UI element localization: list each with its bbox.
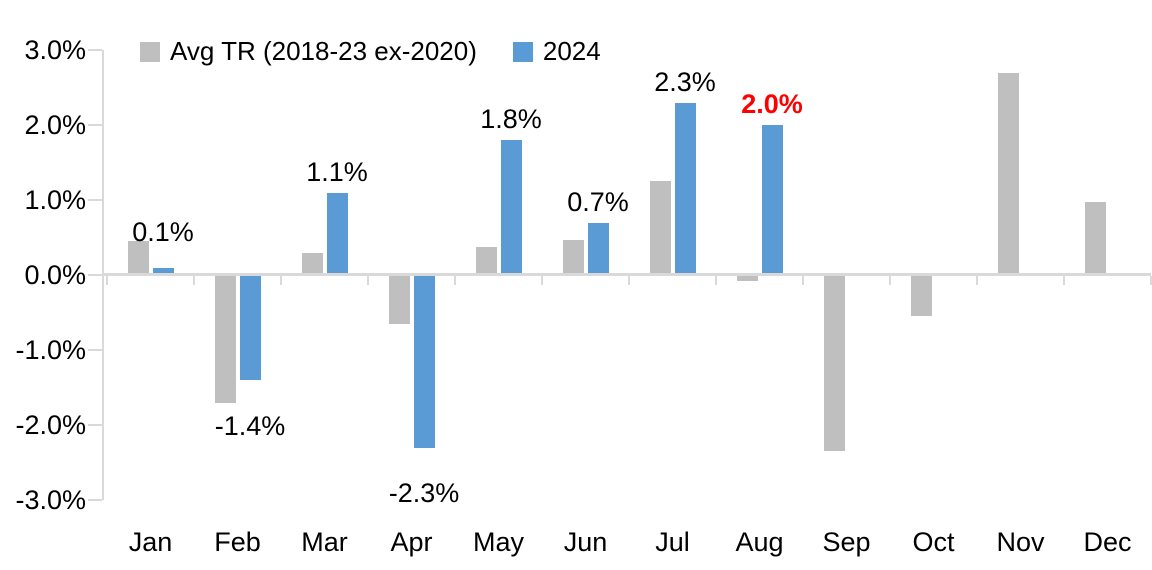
x-axis-zero-line [102,273,1151,276]
bar-avg-apr [388,275,410,324]
bar-avg-feb [214,275,236,403]
legend-item-avg-tr: Avg TR (2018-23 ex-2020) [140,36,477,67]
x-tick-label-mar: Mar [301,527,348,557]
bar-avg-mar [301,252,323,275]
x-axis-tick [802,276,804,285]
x-tick-label-may: May [472,527,524,557]
y-axis-tick [88,499,102,501]
bar-2024-may [500,140,522,275]
x-tick-label-sep: Sep [822,527,871,557]
bar-avg-jul [649,181,671,275]
bar-avg-nov [997,72,1019,275]
legend: Avg TR (2018-23 ex-2020) 2024 [140,36,601,67]
data-label-jul: 2.3% [654,66,716,97]
bar-avg-jun [562,239,584,275]
data-label-aug: 2.0% [741,89,803,119]
x-axis-tick [367,276,369,285]
legend-label-avg-tr: Avg TR (2018-23 ex-2020) [170,36,477,66]
legend-item-2024: 2024 [512,36,601,67]
x-axis-tick [1063,276,1065,285]
bar-avg-jan [127,241,149,275]
x-tick-label-nov: Nov [996,527,1045,557]
x-axis-tick [715,276,717,285]
x-tick-label-feb: Feb [214,527,261,557]
data-label-mar: 1.1% [306,156,368,187]
bar-avg-dec [1084,202,1106,275]
bar-2024-jul [674,102,696,275]
legend-label-2024: 2024 [542,36,601,66]
x-tick-label-jul: Jul [655,527,690,557]
x-tick-label-jun: Jun [563,527,608,557]
data-label-feb: -1.4% [214,410,286,441]
data-label-may: 1.8% [480,104,542,134]
legend-swatch-2024-icon [512,41,533,62]
data-label-jan: 0.1% [132,217,194,248]
data-label-jun: 0.7% [567,186,629,217]
x-tick-label-apr: Apr [390,527,433,557]
bar-avg-may [475,247,497,275]
bar-2024-jun [587,222,609,275]
y-axis-tick [88,49,102,51]
y-axis-tick [88,424,102,426]
y-tick-label: 3.0% [24,35,86,65]
y-tick-label: 0.0% [24,260,86,290]
x-tick-label-dec: Dec [1083,527,1132,557]
y-axis-tick [88,199,102,201]
x-axis-tick [541,276,543,285]
x-axis-tick [454,276,456,285]
x-axis-tick [193,276,195,285]
bar-2024-aug [761,125,783,275]
x-tick-label-jan: Jan [128,527,173,557]
bar-2024-feb [239,275,261,380]
legend-swatch-avg-tr-icon [140,41,160,62]
x-axis-tick [976,276,978,285]
y-tick-label: 1.0% [24,185,86,215]
x-axis-tick [889,276,891,285]
x-axis-tick [628,276,630,285]
bar-avg-sep [823,275,845,452]
x-axis-tick [280,276,282,285]
x-tick-label-aug: Aug [735,527,784,557]
bar-2024-jan [152,267,174,275]
y-tick-label: -1.0% [15,335,86,365]
y-axis-tick [88,124,102,126]
bar-2024-apr [413,275,435,448]
x-axis-tick [1150,276,1152,285]
bar-2024-mar [326,192,348,275]
y-tick-label: -2.0% [15,410,86,440]
y-axis-tick [88,274,102,276]
bar-avg-aug [736,275,758,281]
y-tick-label: -3.0% [15,485,86,515]
y-tick-label: 2.0% [24,110,86,140]
x-tick-label-oct: Oct [912,527,955,557]
bar-avg-oct [910,275,932,317]
data-label-apr: -2.3% [388,477,460,508]
y-axis-tick [88,349,102,351]
x-axis-tick [106,276,108,285]
